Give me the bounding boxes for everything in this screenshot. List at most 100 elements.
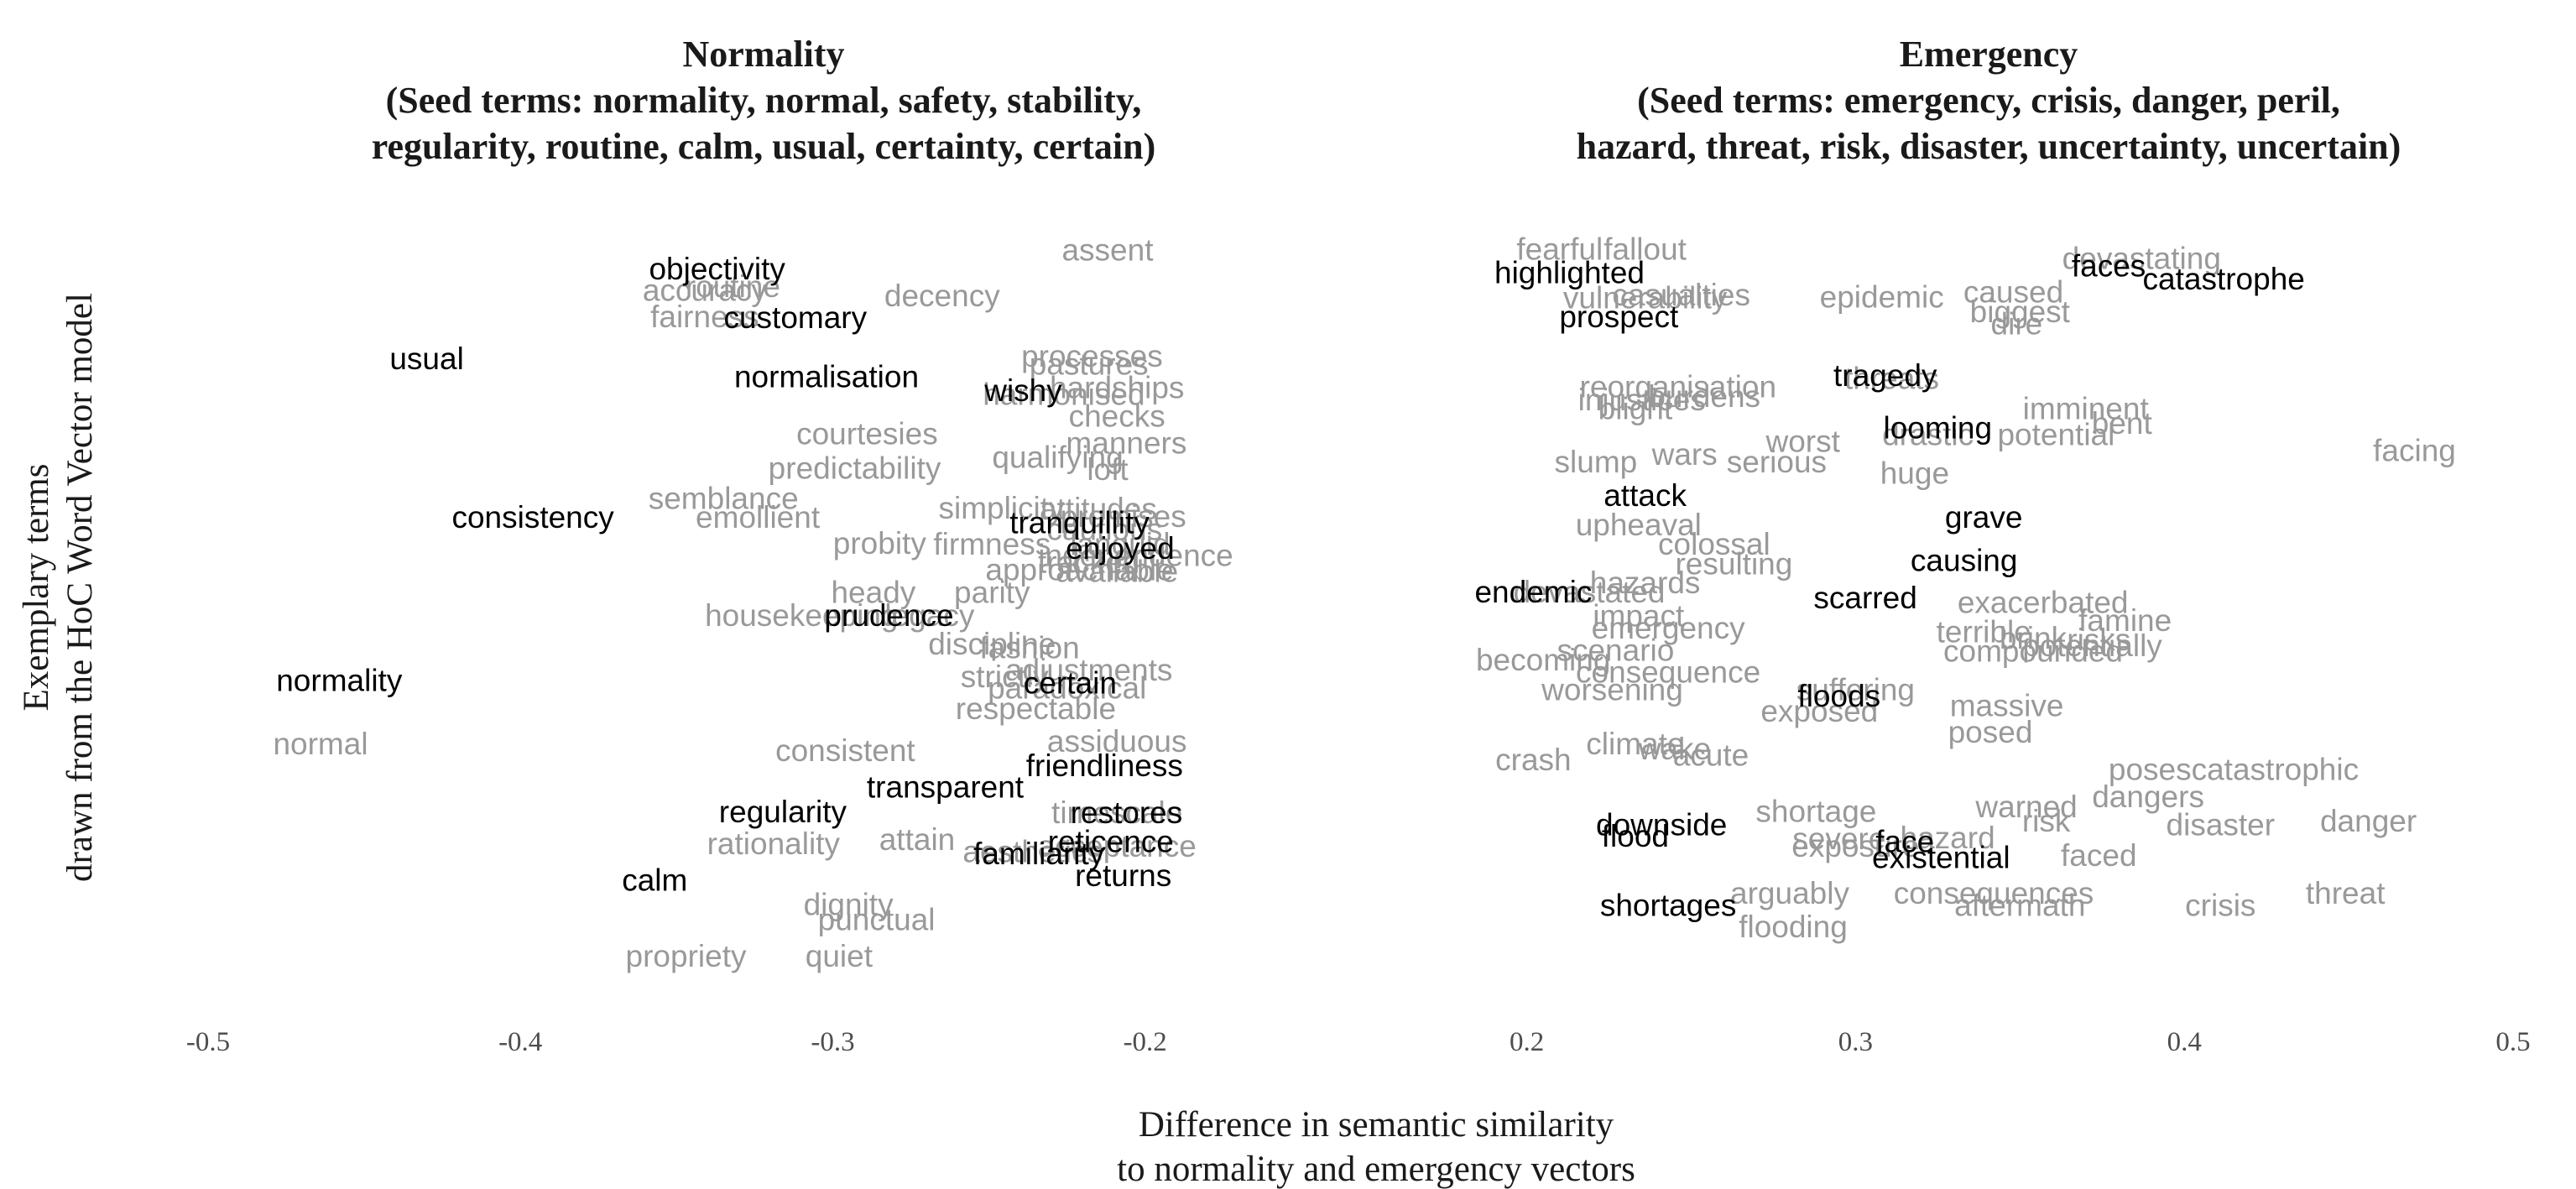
normality-word-consistent: consistent: [775, 733, 915, 768]
emergency-word-grave: grave: [1945, 500, 2023, 535]
normality-word-restores: restores: [1071, 795, 1183, 830]
emergency-word-famine: famine: [2078, 603, 2172, 638]
emergency-word-acute: acute: [1673, 738, 1749, 772]
normality-word-pastures: pastures: [1030, 347, 1149, 381]
emergency-word-hazards: hazards: [1590, 566, 1701, 600]
emergency-word-worst: worst: [1765, 425, 1840, 459]
panel-normality: Normality (Seed terms: normality, normal…: [186, 34, 1233, 1057]
emergency-word-casualties: casualties: [1612, 278, 1750, 312]
emergency-word-attack: attack: [1603, 478, 1687, 513]
normality-word-harmonised: harmonised: [983, 377, 1145, 411]
normality-word-prudence: prudence: [824, 598, 953, 633]
emergency-word-terrible: terrible: [1937, 615, 2031, 649]
emergency-word-danger: danger: [2320, 804, 2417, 838]
emergency-word-crisis: crisis: [2185, 888, 2255, 922]
emergency-word-colossal: colossal: [1658, 527, 1770, 561]
emergency-word-potentially: potentially: [2022, 628, 2162, 663]
normality-word-regularity: regularity: [719, 795, 847, 829]
normality-word-checks: checks: [1069, 399, 1165, 434]
normality-word-firmness: firmness: [933, 527, 1051, 561]
emergency-word-serious: serious: [1727, 445, 1827, 479]
normality-word-heady: heady: [831, 576, 915, 610]
normality-word-normality: normality: [276, 664, 403, 698]
normality-x-tick-label: -0.4: [498, 1027, 542, 1057]
normality-word-discipline: discipline: [928, 627, 1056, 661]
normality-word-respectable: respectable: [956, 691, 1116, 726]
emergency-word-emergency: emergency: [1592, 611, 1746, 645]
emergency-word-flooding: flooding: [1739, 910, 1848, 944]
normality-word-decency: decency: [884, 279, 1000, 313]
normality-word-cautious: cautious: [1046, 513, 1162, 547]
emergency-word-shortages: shortages: [1600, 888, 1737, 922]
normality-word-customary: customary: [723, 300, 867, 335]
normality-word-reticence: reticence: [1048, 824, 1174, 858]
normality-word-semblance: semblance: [649, 481, 799, 515]
emergency-word-threats: threats: [1844, 361, 1939, 395]
normality-word-attain: attain: [879, 822, 956, 857]
normality-word-housekeeping: housekeeping: [705, 598, 898, 633]
emergency-word-consequence: consequence: [1576, 655, 1760, 690]
normality-word-available: available: [1056, 554, 1178, 588]
emergency-word-brink: brink: [2000, 621, 2068, 655]
normality-word-dignity: dignity: [804, 888, 894, 922]
emergency-word-arguably: arguably: [1730, 876, 1849, 910]
emergency-word-highlighted: highlighted: [1494, 256, 1645, 290]
emergency-word-risks: risks: [2067, 623, 2130, 657]
emergency-word-exposed: exposed: [1760, 694, 1878, 728]
normality-word-acceptance: acceptance: [1038, 829, 1197, 863]
normality-word-courtesies: courtesies: [796, 416, 938, 451]
normality-word-accuracy: accuracy: [643, 273, 768, 307]
normality-word-tranquillity: tranquillity: [1009, 505, 1150, 540]
normality-word-normalisation: normalisation: [734, 360, 919, 394]
emergency-word-catastrophe: catastrophe: [2143, 262, 2305, 296]
normality-word-transparent: transparent: [867, 769, 1025, 804]
emergency-word-devastated: devastated: [1513, 575, 1665, 609]
normality-word-attitudes: attitudes: [1040, 492, 1157, 526]
normality-word-independence: independence: [1038, 538, 1233, 572]
normality-word-tracked: tracked: [1038, 545, 1139, 579]
normality-panel-title: Normality: [682, 34, 844, 75]
normality-word-enjoyed: enjoyed: [1066, 531, 1175, 566]
x-axis-label-line2: to normality and emergency vectors: [1117, 1150, 1635, 1189]
normality-word-routine: routine: [686, 269, 780, 304]
emergency-word-bent: bent: [2092, 406, 2153, 441]
emergency-word-resulting: resulting: [1675, 546, 1792, 581]
emergency-word-face: face: [1875, 824, 1934, 858]
emergency-word-aftermath: aftermath: [1954, 888, 2085, 922]
emergency-word-fearful: fearful: [1516, 232, 1603, 267]
emergency-word-devastating: devastating: [2062, 241, 2221, 275]
normality-word-approachable: approachable: [985, 552, 1173, 587]
normality-word-loft: loft: [1087, 452, 1129, 487]
emergency-word-impact: impact: [1593, 599, 1685, 634]
normality-word-returns: returns: [1075, 858, 1171, 893]
normality-x-tick-label: -0.3: [811, 1027, 854, 1057]
emergency-word-imminent: imminent: [2023, 392, 2150, 426]
emergency-x-tick-label: 0.2: [1510, 1027, 1544, 1057]
emergency-x-ticks: 0.2 0.3 0.4 0.5: [1510, 1027, 2531, 1057]
emergency-panel-subtitle-line1: (Seed terms: emergency, crisis, danger, …: [1637, 80, 2340, 121]
emergency-word-existential: existential: [1872, 840, 2010, 874]
normality-word-qualifying: qualifying: [992, 441, 1123, 475]
emergency-word-caused: caused: [1963, 274, 2063, 309]
normality-word-aesthetics: aesthetics: [962, 834, 1103, 868]
normality-word-strictly: strictly: [961, 660, 1049, 694]
emergency-word-vulnerability: vulnerability: [1563, 280, 1728, 315]
emergency-word-upheaval: upheaval: [1576, 508, 1702, 542]
normality-word-assiduous: assiduous: [1047, 724, 1187, 759]
normality-word-rationality: rationality: [707, 827, 841, 861]
emergency-word-facing: facing: [2373, 433, 2456, 467]
normality-word-objectivity: objectivity: [649, 252, 785, 286]
emergency-word-potential: potential: [1997, 417, 2115, 451]
emergency-word-prospect: prospect: [1559, 300, 1679, 334]
normality-word-assent: assent: [1061, 232, 1154, 267]
normality-word-friendliness: friendliness: [1026, 748, 1183, 783]
emergency-x-tick-label: 0.5: [2495, 1027, 2530, 1057]
emergency-word-climate: climate: [1586, 727, 1684, 761]
emergency-word-worsening: worsening: [1541, 672, 1683, 707]
emergency-word-severe: severe: [1792, 821, 1885, 856]
normality-word-legacy: legacy: [884, 598, 974, 633]
normality-word-probity: probity: [833, 526, 927, 561]
normality-word-manners: manners: [1066, 425, 1186, 460]
